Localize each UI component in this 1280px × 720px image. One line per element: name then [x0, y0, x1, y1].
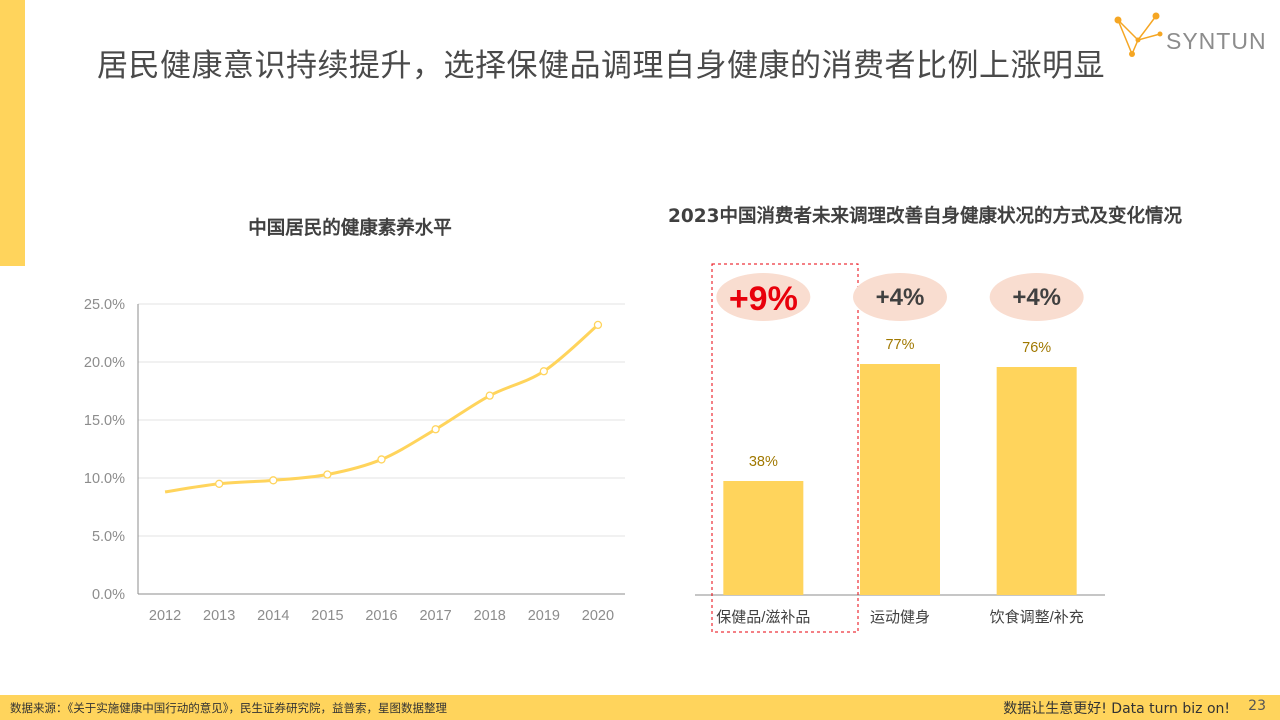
category-label: 运动健身: [870, 609, 930, 626]
highlight-box: [711, 263, 859, 633]
change-label: +9%: [729, 280, 798, 318]
bar-value-label: 76%: [1022, 340, 1051, 356]
bar-value-label: 77%: [885, 337, 914, 353]
change-label: +4%: [876, 284, 925, 311]
bar: [996, 367, 1077, 595]
data-point: [269, 476, 278, 485]
footer-source: 数据来源：《关于实施健康中国行动的意见》，民生证券研究院，益普索，星图数据整理: [10, 701, 447, 715]
series-line: [164, 323, 599, 494]
x-tick-label: 2015: [311, 608, 343, 624]
left-accent-bar: [0, 0, 25, 266]
y-tick-label: 0.0%: [92, 587, 125, 603]
bar-value-label: 38%: [749, 454, 778, 470]
health-literacy-line-chart: 0.0% 5.0% 10.0% 15.0% 20.0% 25.0% 2012 2013 2014…: [84, 297, 625, 624]
x-tick-label: 2016: [365, 608, 397, 624]
x-tick-label: 2017: [419, 608, 451, 624]
data-point: [539, 367, 548, 376]
line-chart-title: 中国居民的健康素养水平: [248, 218, 452, 239]
footer-slogan: 数据让生意更好! Data turn biz on!: [1003, 701, 1230, 717]
x-tick-label: 2019: [528, 608, 560, 624]
change-bubble: [989, 273, 1084, 321]
logo-mark-icon: [1114, 12, 1163, 57]
footer-bar: 数据来源：《关于实施健康中国行动的意见》，民生证券研究院，益普索，星图数据整理 …: [0, 695, 1280, 720]
y-tick-label: 20.0%: [84, 355, 125, 371]
data-point: [485, 391, 494, 400]
bar: [860, 364, 940, 595]
x-tick-label: 2018: [474, 608, 506, 624]
page-number: 23: [1248, 698, 1266, 714]
x-tick-label: 2020: [582, 608, 614, 624]
y-tick-label: 25.0%: [84, 297, 125, 313]
data-point: [593, 320, 603, 330]
data-point: [323, 470, 332, 479]
x-tick-label: 2013: [203, 608, 235, 624]
health-method-bar-chart: 38% 保健品/滋补品 +9% 77% 运动健身 +4% 76% 饮食调整/补充 +4%: [695, 263, 1105, 633]
change-label: +4%: [1012, 284, 1061, 311]
y-tick-label: 5.0%: [92, 529, 125, 545]
category-label: 保健品/滋补品: [716, 609, 810, 626]
category-label: 饮食调整/补充: [990, 609, 1084, 626]
change-bubble: [853, 273, 947, 321]
data-point: [215, 479, 224, 488]
bar-chart-title: 2023中国消费者未来调理改善自身健康状况的方式及变化情况: [668, 206, 1182, 227]
data-point: [431, 425, 440, 434]
y-tick-label: 15.0%: [84, 413, 125, 429]
y-tick-label: 10.0%: [84, 471, 125, 487]
syntun-logo: SYNTUN: [1110, 10, 1270, 60]
bar: [723, 481, 804, 595]
data-point: [377, 455, 386, 464]
logo-text: SYNTUN: [1166, 28, 1267, 54]
x-tick-label: 2012: [149, 608, 181, 624]
page-title: 居民健康意识持续提升，选择保健品调理自身健康的消费者比例上涨明显: [97, 48, 1105, 84]
change-bubble: [716, 273, 811, 321]
x-tick-label: 2014: [257, 608, 289, 624]
